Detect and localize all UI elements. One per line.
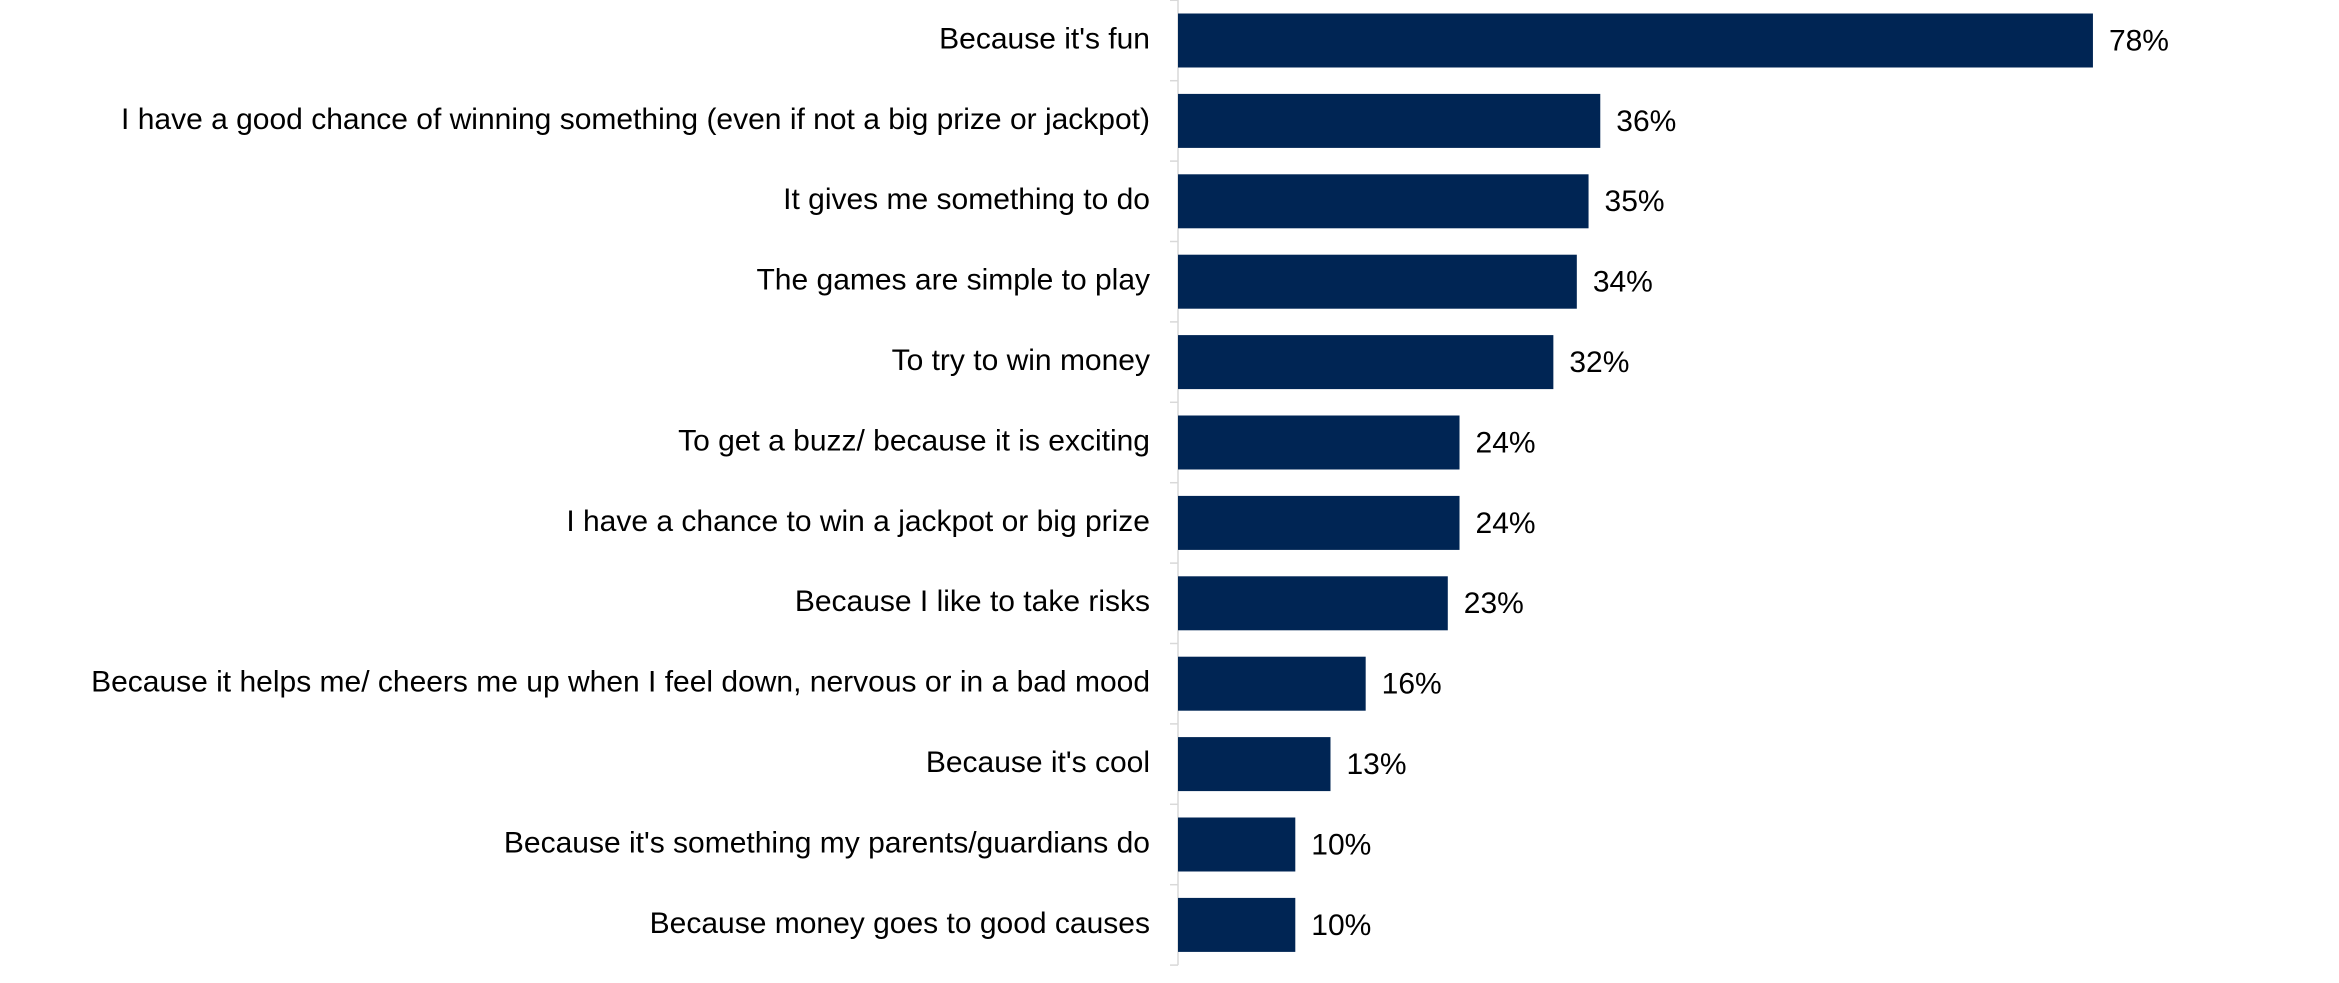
category-label: Because money goes to good causes bbox=[650, 907, 1150, 940]
bar bbox=[1178, 897, 1296, 952]
bar bbox=[1178, 415, 1460, 470]
bar bbox=[1178, 737, 1331, 792]
value-label: 34% bbox=[1593, 266, 1653, 299]
bar bbox=[1178, 495, 1460, 550]
bar bbox=[1178, 254, 1577, 309]
bar bbox=[1178, 576, 1448, 631]
category-label: Because it's something my parents/guardi… bbox=[504, 826, 1150, 859]
category-label: I have a good chance of winning somethin… bbox=[121, 103, 1150, 136]
value-label: 24% bbox=[1476, 507, 1536, 540]
value-label: 23% bbox=[1464, 587, 1524, 620]
value-label: 24% bbox=[1476, 426, 1536, 459]
category-label: The games are simple to play bbox=[756, 264, 1150, 297]
category-label: To get a buzz/ because it is exciting bbox=[678, 424, 1150, 457]
category-label: Because it helps me/ cheers me up when I… bbox=[91, 666, 1150, 699]
value-label: 78% bbox=[2109, 24, 2169, 57]
value-label: 36% bbox=[1616, 105, 1676, 138]
category-label: Because I like to take risks bbox=[795, 585, 1150, 618]
bar bbox=[1178, 13, 2093, 68]
bar bbox=[1178, 656, 1366, 711]
bar bbox=[1178, 174, 1589, 229]
value-label: 35% bbox=[1605, 185, 1665, 218]
category-label: To try to win money bbox=[892, 344, 1150, 377]
category-label: I have a chance to win a jackpot or big … bbox=[566, 505, 1150, 538]
bar bbox=[1178, 93, 1601, 148]
value-label: 16% bbox=[1382, 668, 1442, 701]
bar bbox=[1178, 817, 1296, 872]
value-label: 10% bbox=[1311, 909, 1371, 942]
value-label: 32% bbox=[1569, 346, 1629, 379]
category-label: Because it's cool bbox=[926, 746, 1150, 779]
bar bbox=[1178, 335, 1554, 390]
value-label: 13% bbox=[1346, 748, 1406, 781]
value-label: 10% bbox=[1311, 828, 1371, 861]
category-label: Because it's fun bbox=[939, 22, 1150, 55]
category-label: It gives me something to do bbox=[783, 183, 1150, 216]
